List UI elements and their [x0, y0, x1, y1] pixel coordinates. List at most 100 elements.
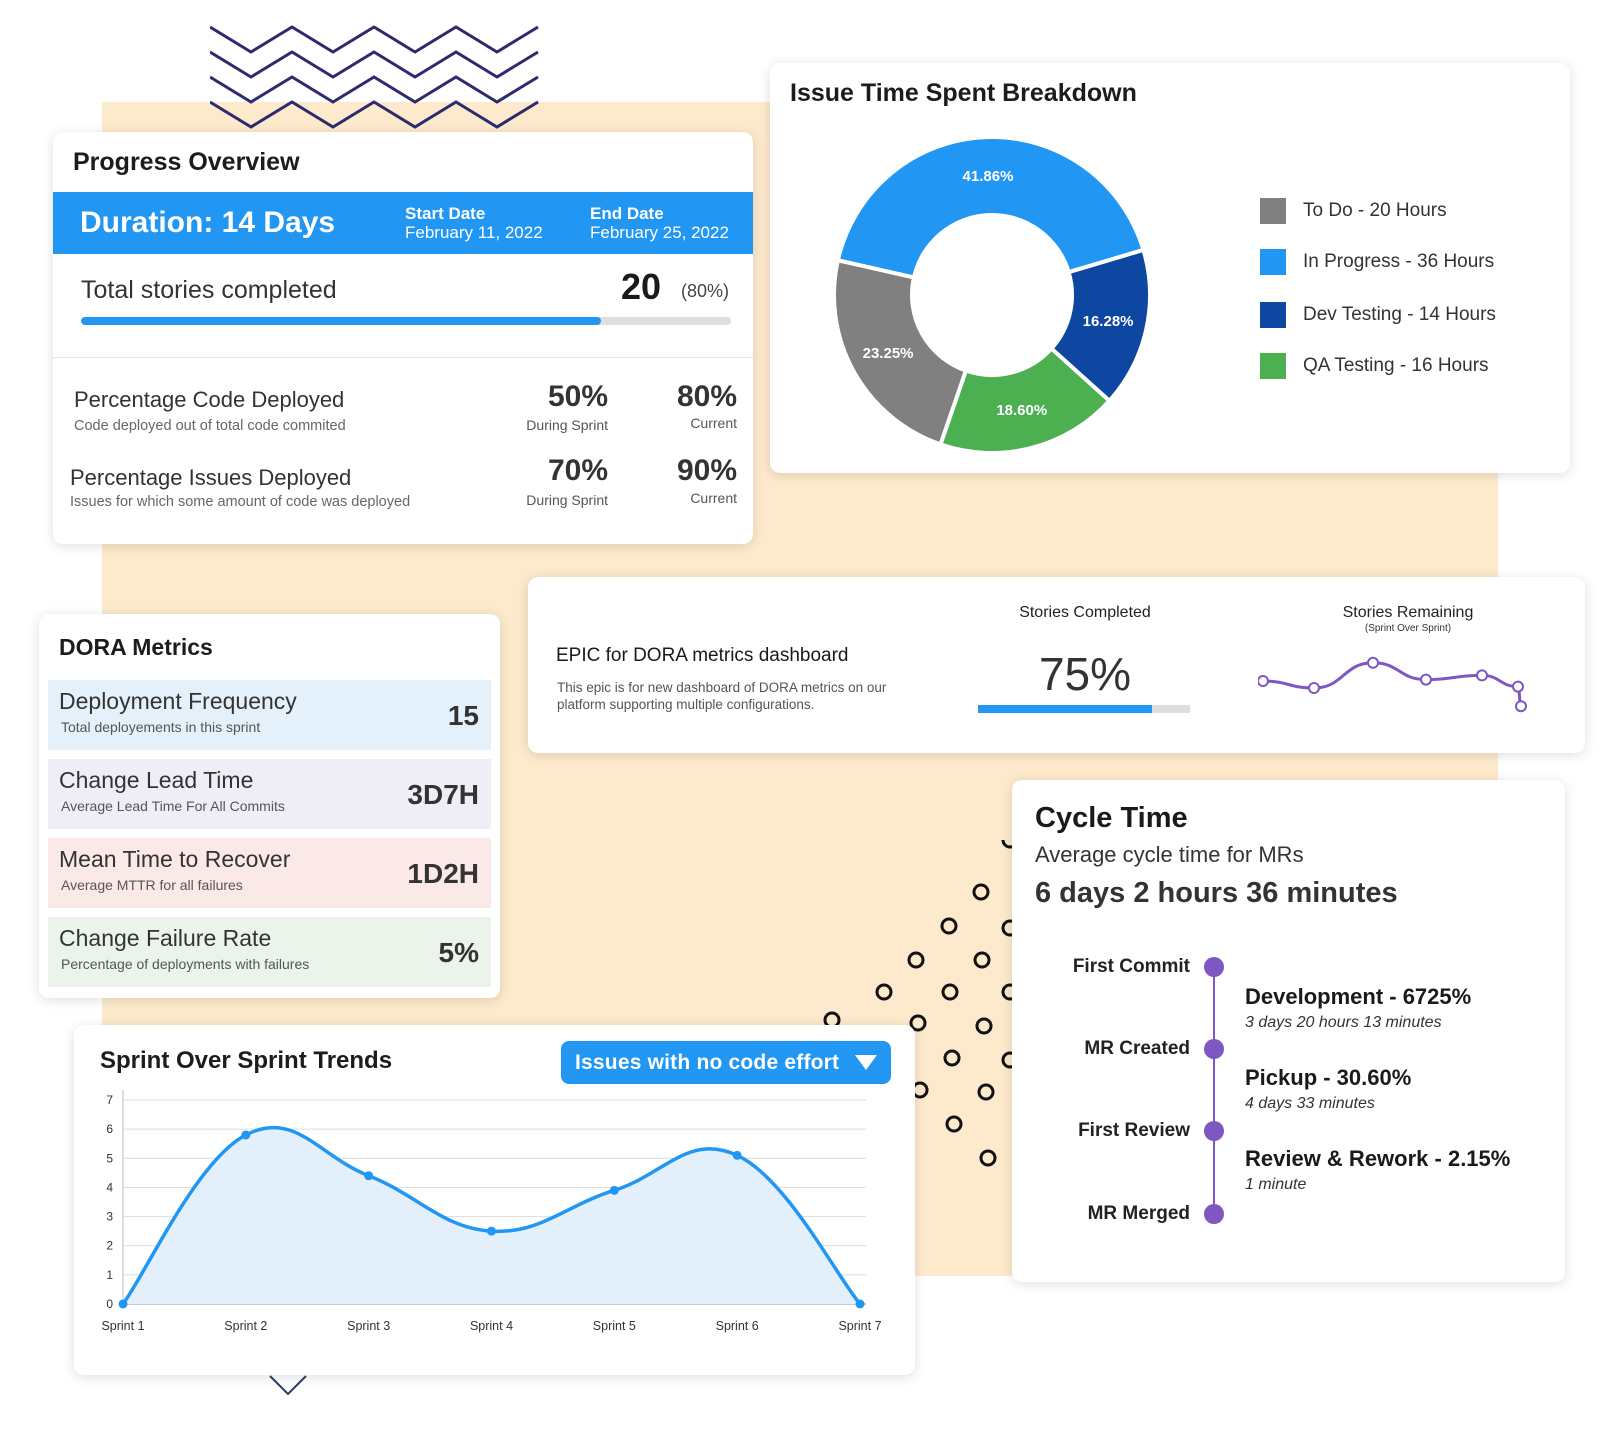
- x-tick-label: Sprint 7: [838, 1319, 881, 1333]
- phase-development: Development - 6725%: [1245, 984, 1472, 1009]
- sparkline-point: [1476, 669, 1488, 682]
- chevron-down-icon: [269, 1375, 307, 1396]
- code-deployed-current-value: 80%: [676, 380, 737, 413]
- legend-item-in-progress: In Progress - 36 Hours: [1260, 249, 1494, 275]
- sparkline-point: [1512, 680, 1524, 693]
- milestone-first-review: First Review: [1078, 1120, 1190, 1141]
- y-tick-label: 6: [106, 1122, 113, 1136]
- start-date-block: Start Date February 11, 2022: [405, 204, 543, 242]
- stories-remaining-label: Stories Remaining: [1342, 604, 1474, 621]
- sparkline-point: [1420, 673, 1432, 686]
- legend-swatch: [1260, 302, 1286, 328]
- dora-metric-name: Change Failure Rate: [59, 925, 272, 951]
- phase-review-rework-time: 1 minute: [1245, 1176, 1307, 1193]
- end-date-label: End Date: [590, 204, 664, 223]
- timeline-dot: [1204, 1121, 1224, 1141]
- milestone-mr-merged: MR Merged: [1087, 1203, 1190, 1224]
- issues-deployed-during-value: 70%: [547, 454, 608, 487]
- code-deployed-during-label: During Sprint: [526, 417, 608, 433]
- phase-pickup-time: 4 days 33 minutes: [1245, 1095, 1375, 1112]
- y-tick-label: 0: [106, 1297, 113, 1311]
- dora-metric-value: 1D2H: [407, 858, 479, 889]
- dora-metric-sub: Total deployements in this sprint: [61, 719, 261, 735]
- code-deployed-current-label: Current: [690, 415, 737, 431]
- timeline-line: [1213, 967, 1215, 1217]
- cycle-time-total: 6 days 2 hours 36 minutes: [1035, 877, 1398, 909]
- donut-slice-to-do[interactable]: [832, 257, 969, 447]
- sprint-trends-card: 0 1 2 3 4 5 6 7 Sprint 1 Sprint 2 Sprint 3 Sprint 4…: [74, 1025, 915, 1375]
- sparkline-point: [1515, 700, 1527, 713]
- x-tick-label: Sprint 3: [347, 1319, 390, 1333]
- dropdown-selected-value: Issues with no code effort: [575, 1050, 840, 1074]
- donut-slice-in-progress[interactable]: [835, 135, 1146, 280]
- total-stories-percent: (80%): [680, 281, 729, 301]
- phase-development-time: 3 days 20 hours 13 minutes: [1245, 1014, 1442, 1031]
- stories-completed-label: Stories Completed: [1019, 604, 1151, 621]
- stories-remaining-sub: (Sprint Over Sprint): [1364, 623, 1452, 634]
- timeline-dot: [1204, 1039, 1224, 1059]
- issue-filter-dropdown[interactable]: Issues with no code effort: [561, 1041, 891, 1084]
- x-tick-label: Sprint 1: [101, 1319, 144, 1333]
- trend-point: [118, 1299, 128, 1309]
- dora-row-change-failure-rate[interactable]: Change Failure Rate Percentage of deploy…: [48, 917, 491, 987]
- trend-point: [487, 1226, 496, 1236]
- y-tick-label: 3: [106, 1210, 113, 1224]
- zigzag-decoration: [210, 25, 539, 129]
- timeline-dot: [1204, 957, 1224, 977]
- dora-metric-sub: Percentage of deployments with failures: [61, 956, 310, 972]
- trend-area-fill: [123, 1127, 860, 1304]
- issues-deployed-name: Percentage Issues Deployed: [70, 465, 352, 490]
- sprint-trends-chart: 0 1 2 3 4 5 6 7 Sprint 1 Sprint 2 Sprint 3 Sprint 4…: [101, 1090, 882, 1333]
- total-stories-value: 20: [620, 266, 661, 307]
- code-deployed-sub: Code deployed out of total code commited: [74, 418, 346, 434]
- legend-item-qa-testing: QA Testing - 16 Hours: [1260, 353, 1489, 379]
- total-stories-progress-bar: [81, 317, 731, 325]
- divider: [53, 357, 753, 358]
- caret-down-icon: [855, 1055, 877, 1070]
- end-date-block: End Date February 25, 2022: [590, 204, 729, 242]
- stories-completed-fill: [978, 705, 1152, 713]
- dora-row-deployment-frequency[interactable]: Deployment Frequency Total deployements …: [48, 680, 491, 750]
- donut-slice-dev-testing[interactable]: [1048, 247, 1152, 404]
- dora-row-mean-time-to-recover[interactable]: Mean Time to Recover Average MTTR for al…: [48, 838, 491, 908]
- x-tick-label: Sprint 4: [470, 1319, 513, 1333]
- trend-point: [855, 1299, 865, 1309]
- trend-point: [732, 1150, 742, 1160]
- dora-metric-value: 5%: [438, 937, 479, 968]
- end-date-value: February 25, 2022: [590, 223, 729, 242]
- y-tick-label: 7: [106, 1093, 113, 1107]
- legend-label: In Progress - 36 Hours: [1303, 251, 1495, 272]
- start-date-value: February 11, 2022: [405, 223, 543, 242]
- donut-slice-label: 18.60%: [996, 402, 1047, 419]
- start-date-label: Start Date: [405, 204, 486, 223]
- dora-metric-value: 3D7H: [407, 779, 479, 810]
- legend-label: Dev Testing - 14 Hours: [1303, 304, 1496, 325]
- cycle-time-subtitle: Average cycle time for MRs: [1035, 842, 1304, 867]
- issues-deployed-current-label: Current: [690, 490, 737, 506]
- phase-review-rework: Review & Rework - 2.15%: [1245, 1146, 1511, 1171]
- stories-completed-value: 75%: [1038, 648, 1132, 700]
- legend-item-todo: To Do - 20 Hours: [1260, 198, 1447, 224]
- legend-swatch: [1260, 198, 1286, 224]
- issue-time-title: Issue Time Spent Breakdown: [790, 79, 1137, 107]
- x-tick-label: Sprint 2: [224, 1319, 267, 1333]
- total-stories-progress-fill: [81, 317, 601, 325]
- dora-row-change-lead-time[interactable]: Change Lead Time Average Lead Time For A…: [48, 759, 491, 829]
- donut-slice-label: 23.25%: [863, 345, 914, 362]
- donut-slice-qa-testing[interactable]: [938, 345, 1113, 455]
- sparkline-line: [1262, 661, 1523, 708]
- phase-pickup: Pickup - 30.60%: [1245, 1065, 1412, 1090]
- milestone-first-commit: First Commit: [1072, 956, 1190, 977]
- issues-deployed-during-label: During Sprint: [526, 492, 608, 508]
- issues-deployed-sub: Issues for which some amount of code was…: [70, 494, 411, 510]
- sparkline-point: [1367, 656, 1379, 669]
- legend-swatch: [1260, 249, 1286, 275]
- sparkline-point: [1308, 682, 1320, 694]
- dora-title: DORA Metrics: [59, 634, 213, 660]
- dora-metric-name: Change Lead Time: [59, 767, 254, 793]
- y-tick-label: 5: [106, 1151, 113, 1165]
- dora-metrics-card: DORA Metrics Deployment Frequency Total …: [39, 614, 500, 998]
- milestone-mr-created: MR Created: [1084, 1038, 1190, 1059]
- donut-slice-label: 41.86%: [963, 168, 1014, 185]
- stories-remaining-sparkline: [1258, 656, 1527, 713]
